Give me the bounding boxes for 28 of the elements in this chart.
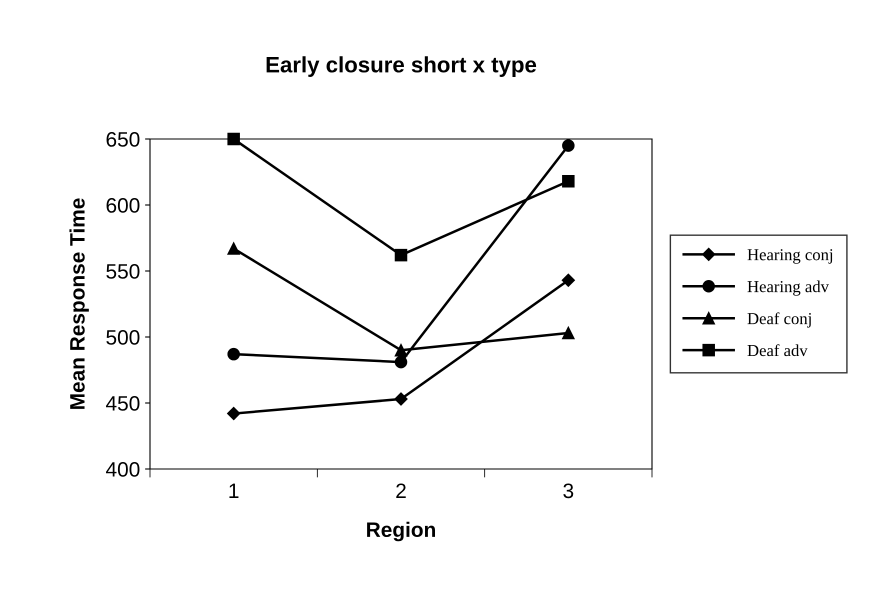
- y-tick-label: 600: [106, 198, 140, 213]
- point: [562, 326, 575, 340]
- point: [227, 348, 240, 360]
- point: [562, 274, 575, 287]
- y-tick-label: 400: [106, 462, 140, 477]
- point: [394, 392, 408, 406]
- y-tick-label: 500: [106, 330, 140, 345]
- point: [394, 356, 408, 368]
- point: [227, 242, 240, 255]
- y-tick-label: 450: [106, 396, 140, 411]
- y-tick-label: 650: [106, 132, 140, 147]
- x-tick-label: 1: [229, 484, 238, 498]
- point: [227, 132, 240, 146]
- legend-label: Hearing adv: [748, 280, 829, 296]
- x-axis-title: Region: [367, 522, 436, 542]
- point: [562, 174, 575, 188]
- y-axis-title: Mean Response Time: [69, 198, 89, 409]
- chart-title: Early closure short x type: [266, 56, 536, 77]
- x-tick-label: 3: [563, 483, 574, 498]
- x-tick-label: 2: [396, 483, 406, 498]
- point: [394, 344, 408, 356]
- y-tick-label: 550: [106, 264, 140, 279]
- legend-label: Deaf adv: [748, 344, 808, 356]
- legend-label: Hearing conj: [748, 249, 832, 264]
- legend-label: Deaf conj: [748, 312, 811, 328]
- point: [227, 406, 240, 420]
- point: [562, 139, 575, 152]
- point: [394, 248, 408, 262]
